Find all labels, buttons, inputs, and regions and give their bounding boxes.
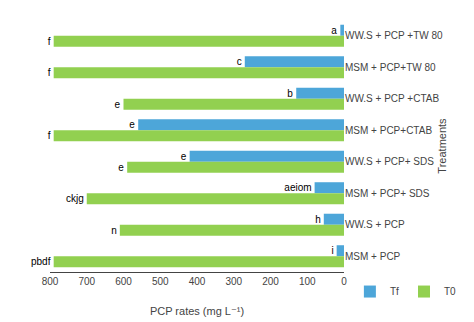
svg-text:T0: T0 [444,286,456,297]
svg-text:pbdf: pbdf [31,256,51,267]
svg-text:700: 700 [78,276,95,287]
svg-text:h: h [315,214,321,225]
svg-text:f: f [48,130,51,141]
svg-text:e: e [181,151,187,162]
svg-text:WW.S + PCP+ SDS: WW.S + PCP+ SDS [345,156,434,167]
svg-text:PCP rates (mg L⁻¹): PCP rates (mg L⁻¹) [150,305,244,317]
svg-text:e: e [129,119,135,130]
svg-text:MSM + PCP: MSM + PCP [345,251,401,262]
svg-text:i: i [331,245,333,256]
svg-text:MSM + PCP+TW 80: MSM + PCP+TW 80 [345,62,436,73]
svg-text:600: 600 [115,276,132,287]
svg-text:n: n [111,225,117,236]
svg-text:Tf: Tf [390,286,399,297]
svg-text:e: e [115,99,121,110]
svg-text:Treatments: Treatments [436,118,448,174]
svg-text:e: e [118,162,124,173]
svg-text:0: 0 [341,276,347,287]
svg-text:100: 100 [299,276,316,287]
svg-text:b: b [287,88,293,99]
svg-text:400: 400 [189,276,206,287]
svg-text:ckjg: ckjg [66,193,84,204]
svg-text:500: 500 [152,276,169,287]
svg-text:200: 200 [262,276,279,287]
svg-text:WW.S + PCP +TW 80: WW.S + PCP +TW 80 [345,30,443,41]
svg-text:f: f [48,67,51,78]
svg-text:f: f [48,36,51,47]
svg-text:MSM + PCP+ SDS: MSM + PCP+ SDS [345,188,430,199]
svg-text:MSM + PCP+CTAB: MSM + PCP+CTAB [345,125,432,136]
svg-text:WW.S + PCP: WW.S + PCP [345,219,405,230]
svg-text:300: 300 [225,276,242,287]
svg-text:a: a [331,25,337,36]
svg-text:800: 800 [42,276,59,287]
svg-text:WW.S + PCP +CTAB: WW.S + PCP +CTAB [345,93,439,104]
svg-text:aeiom: aeiom [284,182,311,193]
svg-text:c: c [237,56,242,67]
